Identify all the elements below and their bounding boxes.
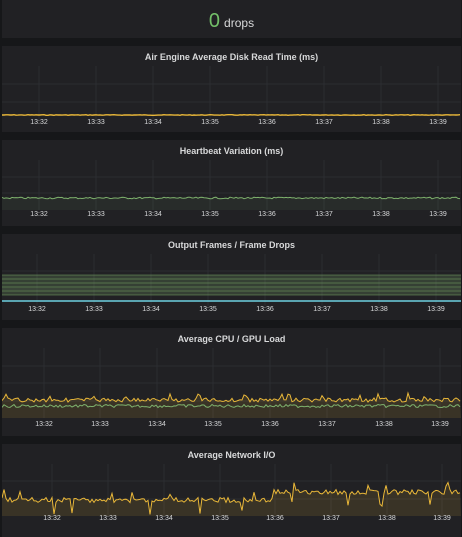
panel-title: Air Engine Average Disk Read Time (ms) [144,52,319,62]
time-tick: 13:38 [378,515,396,522]
time-axis: 13:32 13:33 13:34 13:35 13:36 13:37 13:3… [2,119,461,131]
time-tick: 13:34 [142,306,160,313]
time-tick: 13:39 [429,119,447,126]
disk-read-time-graph[interactable] [2,66,461,120]
time-tick: 13:33 [87,119,105,126]
heartbeat-series-fill [2,197,461,210]
time-tick: 13:34 [144,119,162,126]
time-tick: 13:35 [204,421,222,428]
network-io-panel[interactable]: Average Network I/O 13:32 13:33 13:34 13… [2,444,461,537]
drops-stat-value: 0 [208,10,221,32]
time-tick: 13:36 [258,119,276,126]
time-tick: 13:36 [261,421,279,428]
heartbeat-series [2,196,461,200]
time-tick: 13:37 [315,211,333,218]
cpu-load-series-fill [2,393,461,418]
panel-title: Heartbeat Variation (ms) [179,146,284,156]
time-tick: 13:39 [433,515,451,522]
time-tick: 13:37 [315,119,333,126]
time-tick: 13:32 [30,119,48,126]
output-frames-panel[interactable]: Output Frames / Frame Drops 13:32 13:33 … [2,234,461,320]
time-tick: 13:32 [28,306,46,313]
time-tick: 13:38 [372,211,390,218]
output-frames-band [2,275,461,295]
time-tick: 13:38 [370,306,388,313]
heartbeat-variation-graph[interactable] [2,160,461,210]
time-tick: 13:33 [99,515,117,522]
time-tick: 13:37 [318,421,336,428]
time-tick: 13:34 [148,421,166,428]
time-tick: 13:35 [211,515,229,522]
gpu-load-series [2,403,461,409]
time-tick: 13:38 [375,421,393,428]
time-axis: 13:32 13:33 13:34 13:35 13:36 13:37 13:3… [2,211,461,223]
time-axis: 13:32 13:33 13:34 13:35 13:36 13:37 13:3… [2,515,461,527]
heartbeat-variation-panel[interactable]: Heartbeat Variation (ms) 13:32 13:33 13:… [2,140,461,226]
output-frames-graph[interactable] [2,254,461,306]
time-tick: 13:38 [372,119,390,126]
time-tick: 13:39 [429,211,447,218]
network-io-series [2,481,461,515]
time-tick: 13:36 [256,306,274,313]
time-tick: 13:35 [199,306,217,313]
drops-stat: 0 drops [2,10,461,33]
time-tick: 13:35 [201,119,219,126]
drops-stat-panel: 0 drops [2,0,461,38]
time-tick: 13:36 [266,515,284,522]
panel-title: Average CPU / GPU Load [177,334,286,344]
time-tick: 13:33 [85,306,103,313]
cpu-gpu-load-graph[interactable] [2,348,461,418]
panel-title: Output Frames / Frame Drops [167,240,296,250]
time-tick: 13:33 [91,421,109,428]
time-tick: 13:36 [258,211,276,218]
network-io-series-fill [2,482,461,516]
time-tick: 13:32 [30,211,48,218]
time-tick: 13:39 [431,421,449,428]
time-tick: 13:33 [87,211,105,218]
time-tick: 13:32 [43,515,61,522]
disk-read-time-panel[interactable]: Air Engine Average Disk Read Time (ms) 1… [2,46,461,132]
time-tick: 13:37 [313,306,331,313]
cpu-load-series [2,391,461,403]
time-tick: 13:34 [144,211,162,218]
time-tick: 13:39 [427,306,445,313]
disk-read-series [2,113,461,117]
time-tick: 13:35 [201,211,219,218]
time-axis: 13:32 13:33 13:34 13:35 13:36 13:37 13:3… [2,421,461,433]
time-tick: 13:34 [155,515,173,522]
cpu-gpu-load-panel[interactable]: Average CPU / GPU Load 13:32 13:33 13:34… [2,328,461,436]
time-tick: 13:37 [322,515,340,522]
time-axis: 13:32 13:33 13:34 13:35 13:36 13:37 13:3… [2,306,461,318]
drops-stat-unit: drops [224,16,255,30]
time-tick: 13:32 [35,421,53,428]
network-io-graph[interactable] [2,464,461,516]
panel-title: Average Network I/O [187,450,276,460]
